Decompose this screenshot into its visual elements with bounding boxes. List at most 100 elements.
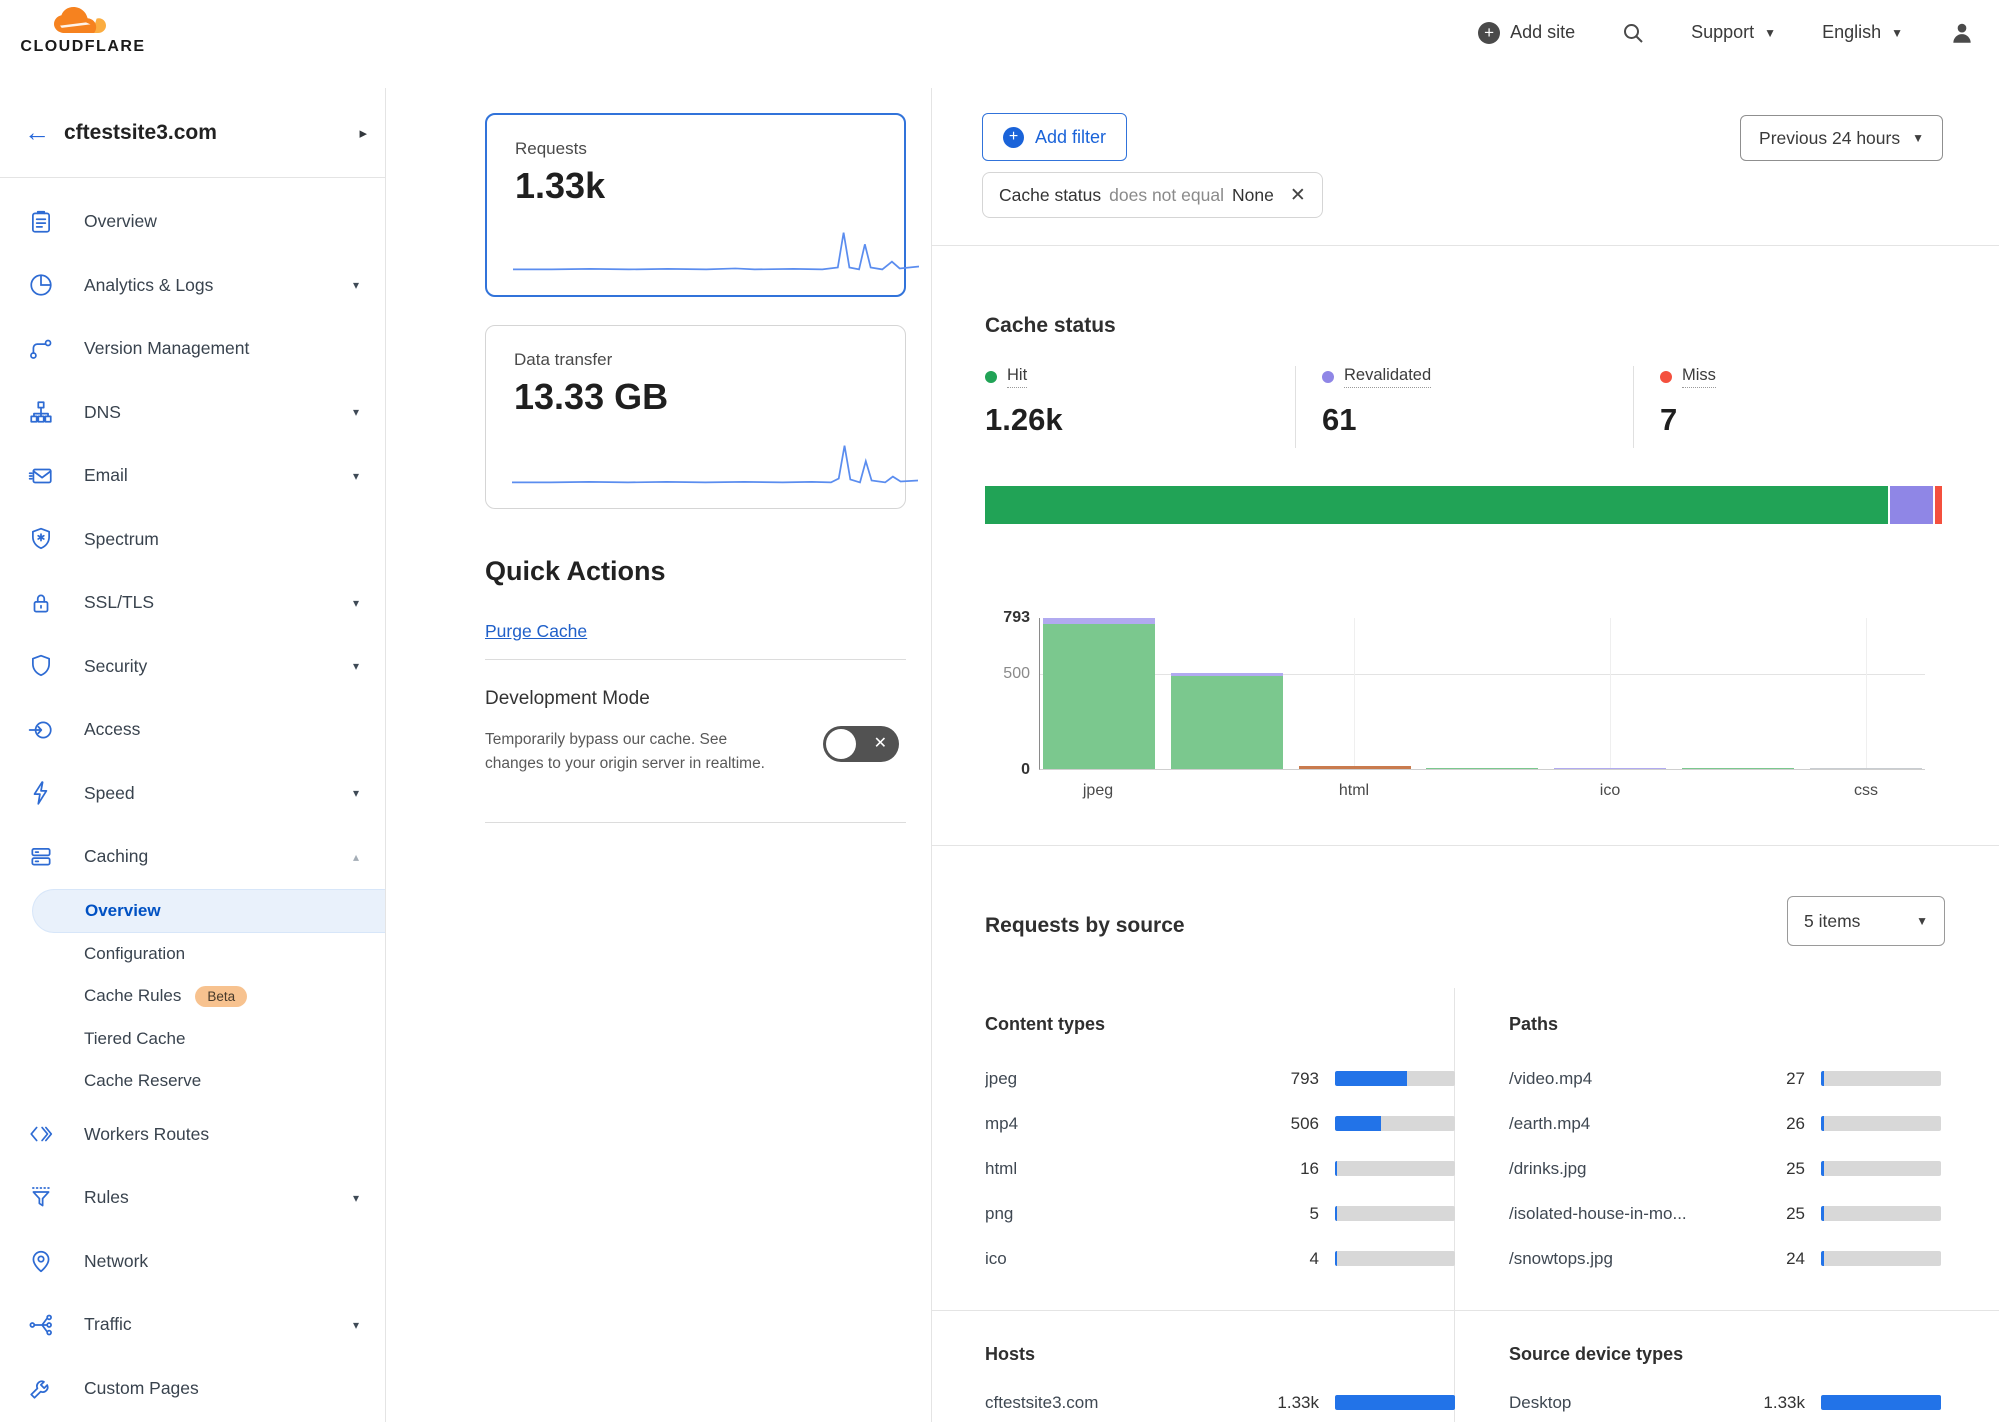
site-name: cftestsite3.com [64, 120, 217, 144]
paths-heading: Paths [1509, 1014, 1559, 1034]
list-item[interactable]: jpeg 793 [985, 1056, 1455, 1101]
add-filter-label: Add filter [1035, 126, 1107, 147]
requests-metric-card[interactable]: Requests 1.33k [485, 113, 919, 297]
chevron-down-icon: ▾ [352, 786, 359, 801]
hit-value: 1.26k [985, 402, 1063, 437]
list-item[interactable]: cftestsite3.com 1.33k [985, 1380, 1455, 1425]
purge-cache-link[interactable]: Purge Cache [485, 621, 588, 641]
row-label: Desktop [1509, 1392, 1572, 1412]
revalidated-label[interactable]: Revalidated [1344, 366, 1432, 388]
sidebar-item-network[interactable]: Network [0, 1230, 385, 1294]
lock-icon [33, 594, 49, 613]
add-filter-button[interactable]: + Add filter [982, 113, 1128, 161]
sidebar-subitem-caching-overview[interactable]: Overview [32, 888, 385, 933]
sidebar-item-analytics-logs[interactable]: Analytics & Logs ▾ [0, 254, 385, 318]
row-label: ico [985, 1248, 1007, 1268]
chevron-down-icon: ▼ [1912, 131, 1924, 145]
sidebar-item-label: Caching [84, 846, 149, 867]
list-item[interactable]: /isolated-house-in-mo... 25 [1509, 1191, 1941, 1236]
search-button[interactable] [1621, 21, 1645, 45]
row-value: 27 [1786, 1068, 1805, 1088]
server-stack-icon [31, 847, 51, 866]
bar-segment-hit [1043, 623, 1155, 769]
list-item[interactable]: /earth.mp4 26 [1509, 1101, 1941, 1146]
bar-unlabeled [1682, 618, 1795, 769]
chevron-down-icon: ▼ [1764, 25, 1777, 40]
sidebar-item-spectrum[interactable]: Spectrum [0, 508, 385, 572]
sidebar-item-rules[interactable]: Rules ▾ [0, 1166, 385, 1230]
support-menu[interactable]: Support ▼ [1691, 22, 1776, 43]
add-site-button[interactable]: + Add site [1478, 21, 1575, 44]
sidebar-item-dns[interactable]: DNS ▾ [0, 381, 385, 445]
list-item[interactable]: /drinks.jpg 25 [1509, 1146, 1941, 1191]
sidebar-subitem-label: Cache Rules [84, 986, 182, 1006]
bar-segment-hit [1426, 767, 1539, 769]
list-item[interactable]: ico 4 [985, 1236, 1455, 1281]
hit-label[interactable]: Hit [1007, 366, 1028, 388]
y-tick-0: 0 [1021, 761, 1030, 778]
sidebar-item-security[interactable]: Security ▾ [0, 635, 385, 699]
x-label [1426, 782, 1538, 800]
sidebar-item-overview[interactable]: Overview [0, 190, 385, 254]
divider [1633, 366, 1634, 448]
list-item[interactable]: /snowtops.jpg 24 [1509, 1236, 1941, 1281]
sidebar-subitem-cache-reserve[interactable]: Cache Reserve [0, 1060, 385, 1103]
list-item[interactable]: mp4 506 [985, 1101, 1455, 1146]
cache-status-filter-chip: Cache status does not equal None ✕ [982, 172, 1323, 218]
map-pin-icon [32, 1251, 50, 1273]
language-menu[interactable]: English ▼ [1822, 22, 1903, 43]
sidebar-item-caching[interactable]: Caching ▴ [0, 825, 385, 889]
sidebar-subitem-tiered-cache[interactable]: Tiered Cache [0, 1018, 385, 1061]
development-mode-toggle[interactable]: ✕ [823, 726, 899, 762]
development-mode-description: Temporarily bypass our cache. See change… [485, 731, 765, 773]
sidebar-subitem-configuration[interactable]: Configuration [0, 933, 385, 976]
items-count-select[interactable]: 5 items ▼ [1787, 896, 1945, 946]
sidebar-subitem-cache-rules[interactable]: Cache Rules Beta [0, 975, 385, 1018]
list-item[interactable]: html 16 [985, 1146, 1455, 1191]
data-transfer-metric-card[interactable]: Data transfer 13.33 GB [485, 325, 918, 509]
sidebar-item-label: Email [84, 465, 128, 486]
cloudflare-wordmark: CLOUDFLARE [20, 38, 146, 55]
account-menu[interactable] [1949, 20, 1975, 46]
sidebar-item-traffic[interactable]: Traffic ▾ [0, 1293, 385, 1357]
sidebar-item-custom-pages[interactable]: Custom Pages [0, 1357, 385, 1421]
time-range-select[interactable]: Previous 24 hours ▼ [1740, 115, 1943, 161]
gridline-vertical [1610, 618, 1611, 769]
cloudflare-logo[interactable]: CLOUDFLARE [18, 6, 148, 56]
paths-list: /video.mp4 27 /earth.mp4 26 /drinks.jpg 25 … [1509, 1056, 1941, 1281]
gridline-500 [1040, 674, 1925, 675]
miss-label[interactable]: Miss [1682, 366, 1716, 388]
cache-status-bar-chart: 793 500 0 [1003, 609, 1925, 778]
row-label: /earth.mp4 [1509, 1113, 1591, 1133]
list-item[interactable]: png 5 [985, 1191, 1455, 1236]
close-icon[interactable]: ✕ [1289, 184, 1306, 206]
bar-segment-revalidated [1170, 672, 1283, 677]
sidebar-subitem-label: Configuration [84, 943, 186, 963]
requests-by-source-title: Requests by source [985, 914, 1185, 937]
list-item[interactable]: /video.mp4 27 [1509, 1056, 1941, 1101]
row-label: /video.mp4 [1509, 1068, 1593, 1088]
row-label: /isolated-house-in-mo... [1509, 1203, 1687, 1223]
stacked-bar-revalidated-segment [1890, 486, 1934, 524]
traffic-split-icon [29, 1314, 52, 1336]
row-value: 26 [1786, 1113, 1805, 1133]
gridline-vertical [1866, 618, 1867, 769]
x-label [1682, 782, 1794, 800]
chevron-down-icon: ▾ [352, 659, 359, 674]
sidebar-item-ssl-tls[interactable]: SSL/TLS ▾ [0, 571, 385, 635]
chevron-right-icon[interactable]: ▸ [359, 124, 367, 142]
back-arrow-icon[interactable]: ← [24, 117, 50, 147]
list-item[interactable]: Desktop 1.33k [1509, 1380, 1941, 1425]
row-label: png [985, 1203, 1014, 1223]
sidebar-item-access[interactable]: Access [0, 698, 385, 762]
sidebar-item-email[interactable]: Email ▾ [0, 444, 385, 508]
site-switcher: ← cftestsite3.com ▸ [0, 88, 385, 178]
sidebar-item-workers-routes[interactable]: Workers Routes [0, 1103, 385, 1167]
sidebar-item-speed[interactable]: Speed ▾ [0, 762, 385, 826]
hosts-list: cftestsite3.com 1.33k [985, 1380, 1455, 1425]
cache-status-title: Cache status [985, 314, 1116, 337]
bar-css [1809, 618, 1922, 769]
x-label: html [1338, 782, 1370, 799]
chip-value: None [1231, 184, 1274, 205]
sidebar-item-version-management[interactable]: Version Management [0, 317, 385, 381]
